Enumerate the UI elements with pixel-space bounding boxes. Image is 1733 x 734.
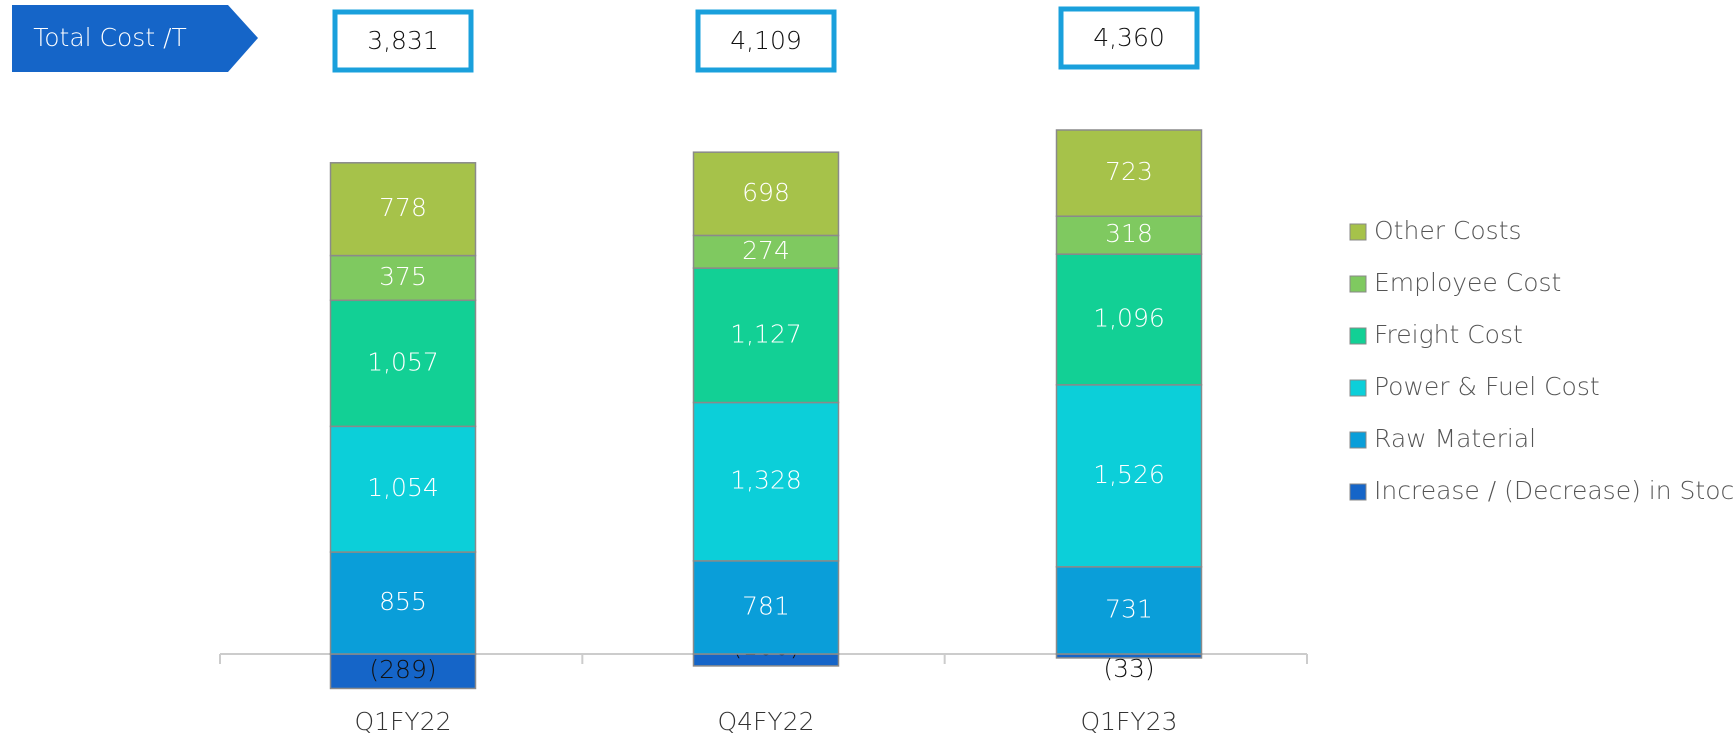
data-label: (289) bbox=[369, 655, 436, 684]
data-label: 274 bbox=[742, 236, 790, 265]
bar-segment bbox=[329, 425, 477, 553]
data-label: 1,127 bbox=[730, 319, 802, 348]
label-banner bbox=[12, 5, 258, 72]
bar-segment bbox=[329, 162, 477, 257]
bar-segment bbox=[1055, 129, 1203, 217]
total-box bbox=[1058, 6, 1200, 70]
bar-segment bbox=[692, 151, 840, 237]
data-label: 698 bbox=[742, 178, 790, 207]
bar-segment bbox=[329, 254, 477, 302]
total-label: 4,109 bbox=[730, 26, 802, 55]
data-label: 1,057 bbox=[367, 347, 439, 376]
total-label: 3,831 bbox=[367, 26, 439, 55]
x-tick-label: Q1FY23 bbox=[1080, 707, 1177, 734]
bar-segment bbox=[1055, 253, 1203, 386]
bar-segment bbox=[329, 653, 477, 690]
bar-segment bbox=[692, 401, 840, 562]
total-box bbox=[695, 9, 837, 73]
data-label: 723 bbox=[1105, 157, 1153, 186]
total-box bbox=[332, 9, 474, 73]
bar-segment bbox=[1055, 215, 1203, 255]
x-tick-label: Q4FY22 bbox=[717, 707, 814, 734]
bar-segment bbox=[1055, 384, 1203, 568]
legend-label: Freight Cost bbox=[1374, 320, 1523, 349]
legend-label: Power & Fuel Cost bbox=[1374, 372, 1600, 401]
data-label: 1,526 bbox=[1093, 460, 1165, 489]
legend-swatch bbox=[1349, 275, 1367, 293]
x-tick-label: Q1FY22 bbox=[354, 707, 451, 734]
data-label: 781 bbox=[742, 591, 790, 620]
legend-label: Employee Cost bbox=[1374, 268, 1561, 297]
legend-label: Raw Material bbox=[1374, 424, 1536, 453]
data-label: 1,054 bbox=[367, 473, 439, 502]
legend-swatch bbox=[1349, 379, 1367, 397]
total-label: 4,360 bbox=[1093, 23, 1165, 52]
legend-swatch bbox=[1349, 223, 1367, 241]
legend-label: Other Costs bbox=[1374, 216, 1522, 245]
data-label: 318 bbox=[1105, 219, 1153, 248]
legend-swatch bbox=[1349, 483, 1367, 501]
bar-segment bbox=[329, 299, 477, 428]
bar-segment bbox=[1055, 566, 1203, 655]
bar-segment bbox=[692, 560, 840, 655]
data-label: 855 bbox=[379, 587, 427, 616]
bar-segment bbox=[329, 551, 477, 655]
data-label: 1,096 bbox=[1093, 303, 1165, 332]
data-label: 778 bbox=[379, 193, 427, 222]
legend-swatch bbox=[1349, 431, 1367, 449]
data-label: 1,328 bbox=[730, 466, 802, 495]
legend-swatch bbox=[1349, 327, 1367, 345]
bar-segment bbox=[692, 267, 840, 404]
data-label: 731 bbox=[1105, 594, 1153, 623]
data-label: 375 bbox=[379, 262, 427, 291]
bar-segment bbox=[692, 234, 840, 269]
chart-label: Total Cost /T bbox=[33, 23, 187, 52]
legend-label: Increase / (Decrease) in Stock bbox=[1374, 476, 1733, 505]
data-label: (33) bbox=[1103, 654, 1154, 683]
